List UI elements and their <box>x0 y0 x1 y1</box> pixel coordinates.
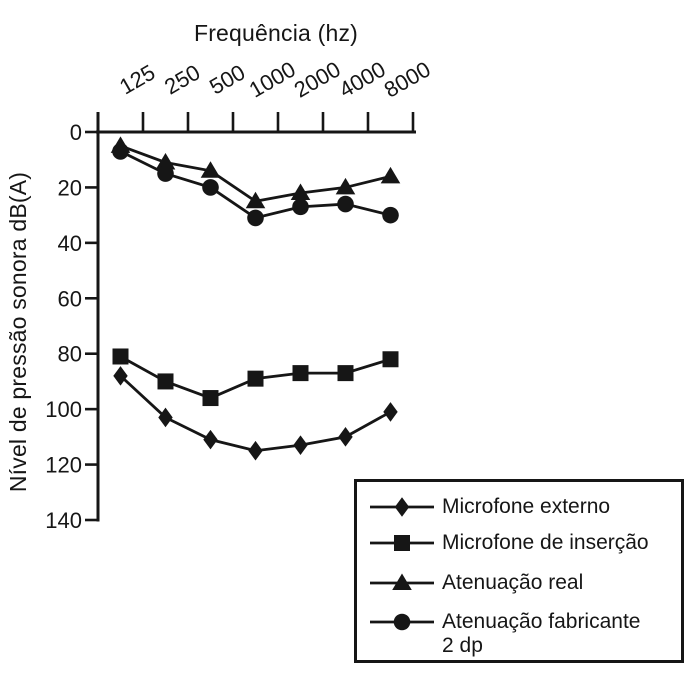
triangle-marker <box>245 191 266 209</box>
legend-label-line: Atenuação real <box>442 571 584 594</box>
legend-item: Atenuação real <box>370 569 583 597</box>
legend-label: Atenuação real <box>442 571 583 595</box>
legend-item: Microfone de inserção <box>370 529 649 557</box>
x-tick-label: 125 <box>115 59 159 99</box>
legend-label: Microfone de inserção <box>442 531 649 555</box>
square-marker <box>247 370 264 387</box>
diamond-marker <box>338 427 353 447</box>
triangle-marker <box>290 183 311 200</box>
diamond-marker <box>113 366 128 386</box>
y-tick-label: 0 <box>70 120 82 145</box>
legend-label-line: Atenuação fabricante <box>442 610 641 633</box>
triangle-marker <box>335 177 356 195</box>
legend-item: Microfone externo <box>370 493 610 521</box>
legend-marker-sample <box>370 535 434 551</box>
diamond-marker <box>293 435 308 455</box>
circle-marker <box>393 613 411 631</box>
triangle-marker <box>380 166 401 184</box>
square-marker <box>337 365 354 382</box>
legend-marker-sample <box>370 613 434 631</box>
square-marker <box>394 535 410 551</box>
legend-label: Atenuação fabricante 2 dp <box>442 610 640 658</box>
y-tick-label: 60 <box>58 286 82 311</box>
square-marker <box>292 365 309 382</box>
circle-marker <box>292 198 309 216</box>
square-marker <box>112 348 129 365</box>
triangle-marker <box>155 152 176 170</box>
triangle-marker <box>392 573 412 590</box>
diamond-marker <box>203 429 218 450</box>
legend-item: Atenuação fabricante 2 dp <box>370 608 640 658</box>
y-tick-label: 120 <box>45 453 82 478</box>
x-tick-label: 250 <box>160 59 204 99</box>
y-tick-label: 40 <box>58 231 82 256</box>
circle-marker <box>382 206 399 224</box>
legend-box: Microfone externo Microfone de inserção At… <box>354 479 684 663</box>
legend-label-line: Microfone externo <box>442 495 611 518</box>
y-tick-label: 80 <box>58 342 82 367</box>
y-tick-label: 100 <box>45 397 82 422</box>
diamond-marker <box>394 497 410 517</box>
circle-marker <box>202 179 219 196</box>
circle-marker <box>337 195 354 213</box>
y-tick-label: 140 <box>45 508 82 533</box>
legend-marker-sample <box>370 497 434 517</box>
circle-marker <box>157 165 174 182</box>
square-marker <box>157 373 174 390</box>
y-tick-label: 20 <box>58 175 82 200</box>
legend-label: Microfone externo <box>442 495 610 519</box>
legend-marker-sample <box>370 573 434 590</box>
square-marker <box>382 351 399 368</box>
diamond-marker <box>383 402 398 422</box>
square-marker <box>202 390 219 407</box>
legend-label-line: Microfone de inserção <box>442 531 649 554</box>
diamond-marker <box>248 440 263 461</box>
x-tick-label: 8000 <box>380 56 435 102</box>
x-tick-label: 500 <box>205 59 249 99</box>
diamond-marker <box>158 407 173 428</box>
legend-label-line: 2 dp <box>442 634 483 657</box>
circle-marker <box>247 209 264 227</box>
circle-marker <box>112 143 129 160</box>
x-axis-title: Frequência (hz) <box>193 20 359 46</box>
triangle-marker <box>200 161 221 178</box>
